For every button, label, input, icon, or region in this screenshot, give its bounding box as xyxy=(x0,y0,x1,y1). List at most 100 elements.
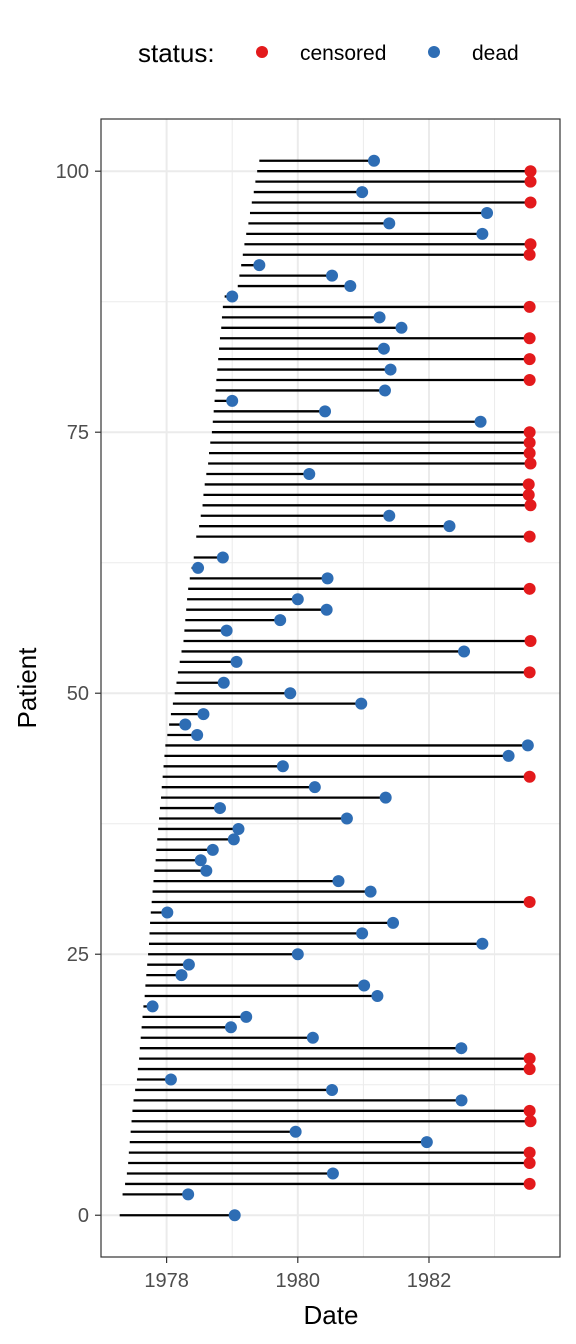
patient-point-dead xyxy=(227,833,240,846)
patient-point-dead xyxy=(443,520,456,533)
patient-segments xyxy=(119,159,531,1217)
patient-point-dead xyxy=(175,969,188,982)
patient-point-censored xyxy=(522,488,535,501)
legend-key-censored xyxy=(256,46,268,58)
patient-point-censored xyxy=(523,530,536,543)
patient-point-censored xyxy=(523,1063,536,1076)
patient-point-dead xyxy=(303,467,316,480)
patient-point-censored xyxy=(523,1104,536,1117)
legend-title: status: xyxy=(138,38,215,68)
axes: 1978 1980 1982 0 25 50 75 100 xyxy=(56,161,452,1292)
patient-point-dead xyxy=(146,1000,159,1013)
patient-point-dead xyxy=(216,551,229,564)
patient-point-dead xyxy=(378,384,391,397)
patient-point-dead xyxy=(371,989,384,1002)
patient-point-dead xyxy=(291,593,304,606)
patient-point-dead xyxy=(276,760,289,773)
patient-point-dead xyxy=(383,509,396,522)
patient-point-dead xyxy=(206,843,219,856)
patient-point-censored xyxy=(524,238,537,251)
patient-point-censored xyxy=(522,478,535,491)
legend-key-dead xyxy=(428,46,440,58)
patient-point-dead xyxy=(220,624,233,637)
patient-point-dead xyxy=(387,916,400,929)
patient-point-dead xyxy=(321,572,334,585)
patient-point-dead xyxy=(420,1136,433,1149)
patient-point-dead xyxy=(474,415,487,428)
patient-point-dead xyxy=(230,655,243,668)
patient-point-censored xyxy=(523,436,536,449)
patient-point-dead xyxy=(308,781,321,794)
patient-point-dead xyxy=(384,363,397,376)
patient-point-censored xyxy=(523,374,536,387)
patient-point-censored xyxy=(523,426,536,439)
y-tick-label: 0 xyxy=(78,1205,89,1227)
patient-point-dead xyxy=(197,708,210,721)
patient-point-censored xyxy=(523,1157,536,1170)
patient-point-dead xyxy=(340,812,353,825)
patient-point-dead xyxy=(458,645,471,658)
patient-point-dead xyxy=(191,728,204,741)
x-tick-label: 1982 xyxy=(407,1270,452,1292)
patient-point-dead xyxy=(289,1125,302,1138)
patient-point-dead xyxy=(240,1010,253,1023)
patient-point-censored xyxy=(523,770,536,783)
y-tick-label: 50 xyxy=(67,683,89,705)
patient-point-dead xyxy=(224,1021,237,1034)
legend-label-dead: dead xyxy=(472,42,519,65)
patient-point-censored xyxy=(523,1146,536,1159)
patient-point-censored xyxy=(523,353,536,366)
patient-point-censored xyxy=(524,457,537,470)
patient-point-censored xyxy=(523,896,536,909)
patient-point-dead xyxy=(332,875,345,888)
patient-point-censored xyxy=(524,635,537,648)
patient-point-dead xyxy=(481,206,494,219)
patient-point-dead xyxy=(291,948,304,961)
patient-point-dead xyxy=(502,749,515,762)
patient-point-dead xyxy=(319,405,332,418)
patient-point-dead xyxy=(326,269,339,282)
patient-point-dead xyxy=(284,687,297,700)
patient-point-censored xyxy=(524,165,537,178)
patient-point-dead xyxy=(367,154,380,167)
patient-point-dead xyxy=(217,676,230,689)
patient-point-dead xyxy=(226,394,239,407)
patient-point-dead xyxy=(326,1083,339,1096)
patient-point-censored xyxy=(523,1052,536,1065)
patient-point-censored xyxy=(524,1115,537,1128)
patient-point-censored xyxy=(523,332,536,345)
y-tick-label: 75 xyxy=(67,422,89,444)
patient-point-dead xyxy=(356,186,369,199)
patient-point-dead xyxy=(228,1209,241,1222)
y-tick-label: 100 xyxy=(56,161,89,183)
legend: status: censored dead xyxy=(138,38,519,68)
patient-point-dead xyxy=(213,802,226,815)
x-tick-label: 1978 xyxy=(144,1270,189,1292)
patient-point-dead xyxy=(455,1094,468,1107)
patient-point-dead xyxy=(161,906,174,919)
patient-point-censored xyxy=(523,447,536,460)
patient-point-dead xyxy=(344,280,357,293)
patient-point-censored xyxy=(524,196,537,209)
patient-point-dead xyxy=(274,614,287,627)
patient-point-dead xyxy=(476,227,489,240)
patient-point-dead xyxy=(395,321,408,334)
patient-point-censored xyxy=(523,300,536,313)
patient-point-dead xyxy=(383,217,396,230)
patient-point-dead xyxy=(521,739,534,752)
x-tick-label: 1980 xyxy=(276,1270,321,1292)
patient-point-dead xyxy=(364,885,377,898)
patient-point-dead xyxy=(355,697,368,710)
patient-point-dead xyxy=(226,290,239,303)
patient-points xyxy=(146,154,537,1222)
patient-point-dead xyxy=(320,603,333,616)
patient-point-dead xyxy=(182,958,195,971)
patient-point-dead xyxy=(200,864,213,877)
patient-point-dead xyxy=(182,1188,195,1201)
y-tick-label: 25 xyxy=(67,944,89,966)
patient-point-dead xyxy=(373,311,386,324)
y-axis-title: Patient xyxy=(12,647,42,729)
patient-point-dead xyxy=(455,1042,468,1055)
patient-point-censored xyxy=(523,248,536,261)
